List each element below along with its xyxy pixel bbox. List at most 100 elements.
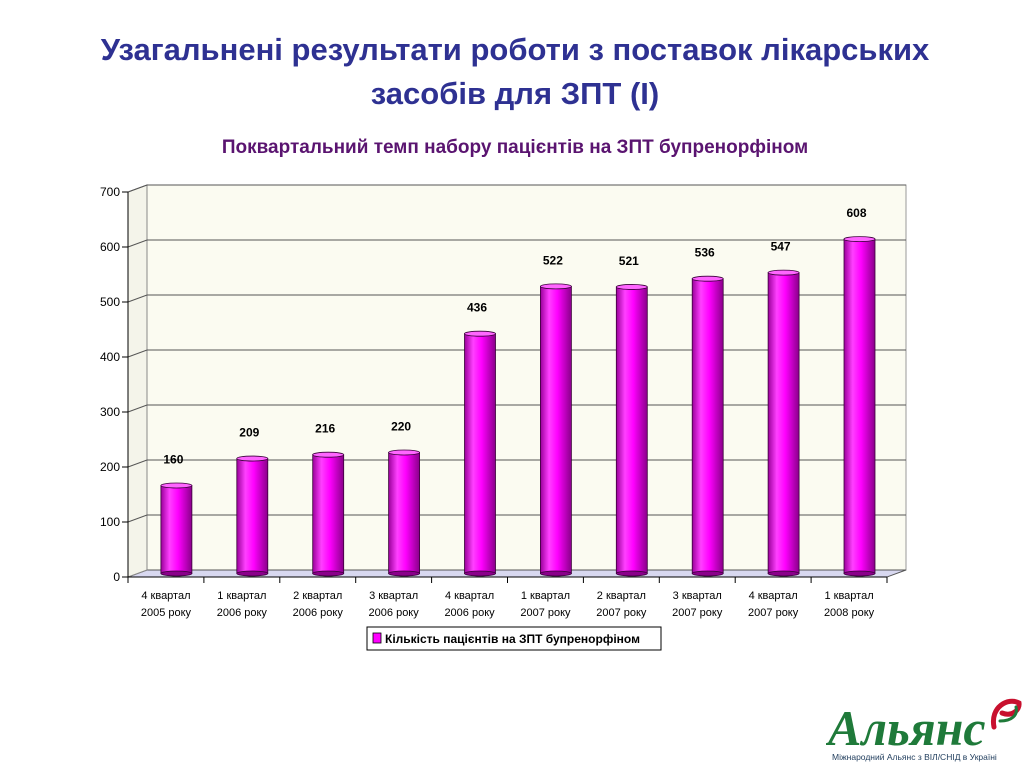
x-tick-label: 2007 року (596, 607, 647, 619)
alliance-logo: Альянс (826, 698, 1022, 756)
logo-text: Альянс (826, 700, 986, 756)
y-tick-label: 300 (100, 405, 120, 419)
y-tick-label: 200 (100, 460, 120, 474)
bar-top (388, 449, 421, 456)
bar-top (691, 275, 724, 282)
bar-body (691, 278, 724, 574)
bar-top (843, 236, 876, 243)
x-tick-label: 3 квартал (369, 590, 418, 602)
bar-top (160, 482, 193, 489)
data-label: 160 (163, 453, 183, 467)
x-tick-label: 2006 року (217, 607, 268, 619)
data-label: 608 (846, 206, 866, 220)
bar (691, 275, 724, 577)
bar-base (540, 570, 572, 577)
bar (843, 236, 876, 577)
bar-base (160, 570, 193, 577)
bar-base (464, 570, 496, 577)
gridline (127, 404, 906, 413)
legend-label: Кількість пацієнтів на ЗПТ бупренорфіном (385, 632, 640, 646)
slide-title-line2: засобів для ЗПТ (І) (370, 76, 660, 111)
bar-base (615, 570, 648, 577)
x-tick-label: 4 квартал (141, 590, 190, 602)
x-tick-label: 2006 року (293, 607, 344, 619)
bar (615, 284, 648, 577)
x-tick-label: 2 квартал (597, 590, 646, 602)
bar-base (767, 570, 800, 577)
gridline (127, 514, 906, 523)
data-label: 547 (771, 240, 791, 254)
bar-body (312, 454, 345, 574)
bar-body (540, 285, 572, 574)
chart-bars (160, 236, 876, 577)
data-label: 209 (239, 426, 259, 440)
bar (236, 455, 269, 577)
bar (312, 451, 345, 577)
x-tick-label: 4 квартал (749, 590, 798, 602)
legend-frame (366, 626, 662, 651)
x-tick-label: 2008 року (824, 607, 875, 619)
y-tick-label: 700 (100, 185, 120, 199)
bar-top (464, 330, 496, 337)
gridline (127, 349, 906, 358)
y-tick-label: 0 (113, 570, 120, 584)
bar-base (691, 570, 724, 577)
chart-legend: Кількість пацієнтів на ЗПТ бупренорфіном (366, 626, 662, 651)
bar (464, 330, 496, 577)
bar-body (160, 485, 193, 574)
x-tick-label: 2 квартал (293, 590, 342, 602)
x-tick-label: 2007 року (672, 607, 723, 619)
y-tick-label: 400 (100, 350, 120, 364)
data-label: 436 (467, 301, 487, 315)
bar-top (540, 283, 572, 290)
x-tick-label: 2007 року (748, 607, 799, 619)
data-label: 536 (695, 246, 715, 260)
bar-body (615, 286, 648, 574)
y-tick-label: 600 (100, 240, 120, 254)
slide-title-line1: Узагальнені результати роботи з поставок… (100, 32, 930, 67)
bar-body (767, 272, 800, 574)
chart-labels: 160 209 216 220 436 522 521 536 547 608 (163, 206, 866, 466)
y-tick-label: 100 (100, 515, 120, 529)
data-label: 220 (391, 420, 411, 434)
x-tick-label: 2006 року (444, 607, 495, 619)
gridline (127, 239, 906, 248)
bar-base (312, 570, 345, 577)
data-label: 521 (619, 254, 639, 268)
bar-body (843, 238, 876, 574)
bar-top (236, 455, 269, 462)
logo-subtitle: Міжнародний Альянс з ВІЛ/СНІД в Україні (832, 752, 997, 762)
bar-top (615, 284, 648, 290)
logo-swirl-icon (990, 698, 1022, 730)
bar (540, 283, 572, 577)
gridline (127, 459, 906, 468)
bar-base (388, 570, 421, 577)
x-tick-label: 1 квартал (521, 590, 570, 602)
x-tick-label: 2007 року (520, 607, 571, 619)
x-tick-label: 3 квартал (673, 590, 722, 602)
data-label: 216 (315, 422, 335, 436)
bar (160, 482, 193, 577)
x-tick-label: 1 квартал (824, 590, 873, 602)
x-tick-label: 4 квартал (445, 590, 494, 602)
bar (388, 449, 421, 577)
bar-base (843, 570, 876, 577)
bar-base (236, 570, 269, 577)
bar-top (767, 269, 800, 276)
x-tick-label: 2005 року (141, 607, 192, 619)
x-tick-label: 1 квартал (217, 590, 266, 602)
data-label: 522 (543, 253, 563, 267)
x-tick-label: 2006 року (369, 607, 420, 619)
gridline (127, 184, 906, 193)
bar-top (312, 451, 345, 458)
bar-body (236, 458, 269, 574)
legend-box: Кількість пацієнтів на ЗПТ бупренорфіном (366, 626, 662, 651)
y-tick-label: 500 (100, 295, 120, 309)
gridline (127, 294, 906, 303)
bar-body (388, 452, 421, 574)
legend-swatch (372, 632, 382, 644)
bar-body (464, 333, 496, 574)
bar (767, 269, 800, 577)
chart-title: Поквартальний темп набору пацієнтів на З… (221, 137, 809, 158)
